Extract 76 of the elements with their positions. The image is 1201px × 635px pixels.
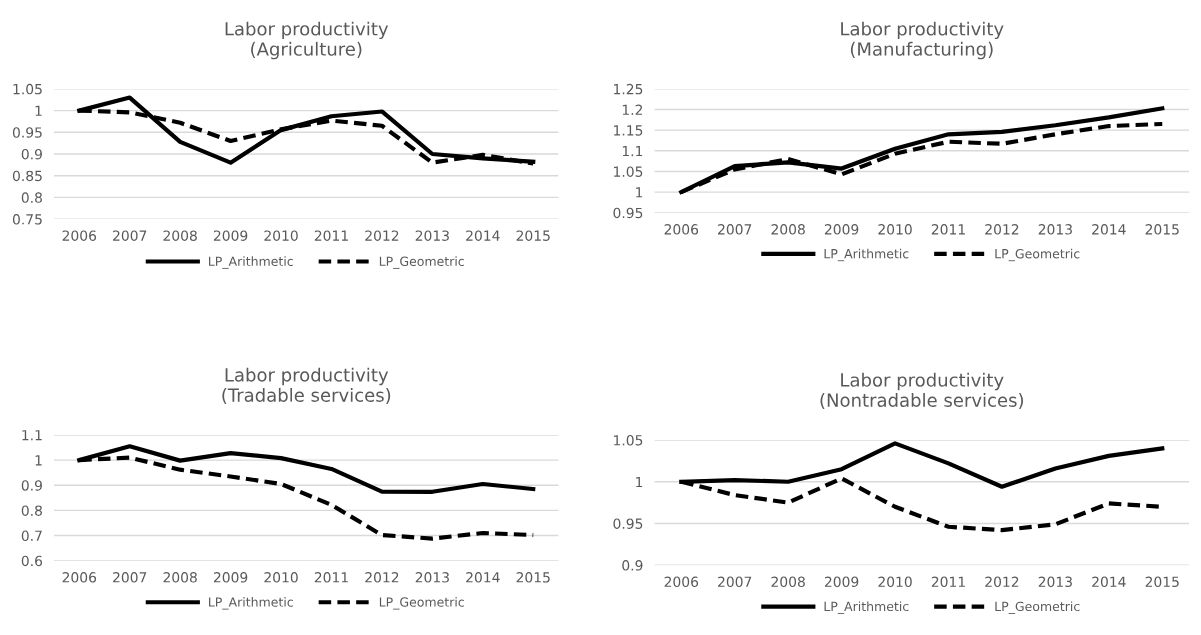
y-tick-label: 1 xyxy=(35,455,42,466)
y-tick-label: 0.9 xyxy=(21,148,42,160)
legend-label: LP_Geometric xyxy=(995,248,1080,262)
legend-label: LP_Geometric xyxy=(379,597,464,610)
x-tick-label: 2015 xyxy=(1145,576,1179,588)
legend-label: LP_Arithmetic xyxy=(824,601,909,614)
x-tick-label: 2006 xyxy=(62,230,97,241)
x-tick-label: 2015 xyxy=(516,230,550,241)
legend-label: LP_Geometric xyxy=(995,601,1080,614)
x-tick-label: 2010 xyxy=(878,576,912,588)
x-tick-label: 2008 xyxy=(771,576,805,588)
x-tick-label: 2010 xyxy=(264,572,298,583)
y-tick-label: 0.8 xyxy=(21,192,42,203)
chart-title: Labor productivity (Agriculture) xyxy=(225,21,389,60)
x-tick-label: 2014 xyxy=(466,572,500,583)
x-tick-label: 2013 xyxy=(1038,576,1072,588)
y-tick-label: 0.9 xyxy=(622,560,643,571)
x-tick-label: 2012 xyxy=(985,224,1019,235)
x-tick-label: 2010 xyxy=(878,224,912,235)
x-tick-label: 2013 xyxy=(415,230,449,241)
x-tick-label: 2009 xyxy=(213,572,248,583)
y-tick-label: 0.85 xyxy=(12,170,42,182)
x-tick-label: 2014 xyxy=(1092,224,1126,235)
y-tick-label: 0.9 xyxy=(21,480,42,491)
x-tick-label: 2007 xyxy=(113,572,147,583)
y-tick-label: 1 xyxy=(35,105,42,116)
x-tick-label: 2014 xyxy=(466,230,500,241)
y-tick-label: 1.25 xyxy=(614,83,643,95)
legend-label: LP_Arithmetic xyxy=(209,256,293,269)
y-tick-label: 0.95 xyxy=(12,127,42,138)
x-tick-label: 2007 xyxy=(113,230,147,241)
x-tick-label: 2012 xyxy=(985,576,1019,588)
y-tick-label: 1.1 xyxy=(622,145,643,157)
chart-title: Labor productivity (Nontradable services) xyxy=(820,372,1024,410)
x-tick-label: 2008 xyxy=(163,230,197,241)
x-tick-label: 2011 xyxy=(314,572,348,583)
y-tick-label: 0.95 xyxy=(613,518,643,529)
y-tick-label: 0.95 xyxy=(613,207,643,219)
x-tick-label: 2011 xyxy=(931,224,965,235)
x-tick-label: 2011 xyxy=(931,576,965,588)
y-tick-label: 0.6 xyxy=(21,555,43,567)
y-tick-label: 1.15 xyxy=(614,125,643,136)
x-tick-label: 2006 xyxy=(62,572,97,583)
y-tick-label: 1.05 xyxy=(13,83,42,95)
x-tick-label: 2014 xyxy=(1092,576,1126,588)
legend-label: LP_Arithmetic xyxy=(824,248,909,262)
legend-label: LP_Geometric xyxy=(379,256,464,269)
legend-label: LP_Arithmetic xyxy=(209,597,293,610)
x-tick-label: 2006 xyxy=(664,576,699,588)
x-tick-label: 2015 xyxy=(1145,224,1179,235)
x-tick-label: 2012 xyxy=(365,572,399,583)
x-tick-label: 2008 xyxy=(163,572,197,583)
x-tick-label: 2009 xyxy=(213,230,248,241)
x-tick-label: 2007 xyxy=(718,576,752,588)
x-tick-label: 2009 xyxy=(824,224,859,235)
y-tick-label: 0.8 xyxy=(21,505,42,516)
y-tick-label: 1.05 xyxy=(614,166,643,177)
chart-title: Labor productivity (Tradable services) xyxy=(222,367,391,405)
y-tick-label: 0.7 xyxy=(21,530,42,542)
x-tick-label: 2006 xyxy=(664,224,699,235)
x-tick-label: 2013 xyxy=(415,572,449,583)
x-tick-label: 2008 xyxy=(771,224,805,235)
chart-title: Labor productivity (Manufacturing) xyxy=(841,21,1004,60)
x-tick-label: 2011 xyxy=(314,230,348,241)
x-tick-label: 2013 xyxy=(1038,224,1072,235)
y-tick-label: 1 xyxy=(636,187,643,198)
x-tick-label: 2015 xyxy=(516,572,550,583)
x-tick-label: 2009 xyxy=(824,576,859,588)
y-tick-label: 1 xyxy=(636,476,643,488)
x-tick-label: 2012 xyxy=(365,230,399,241)
x-tick-label: 2007 xyxy=(718,224,752,235)
x-tick-label: 2010 xyxy=(264,230,298,241)
y-tick-label: 1.2 xyxy=(622,104,643,115)
y-tick-label: 0.75 xyxy=(12,214,42,225)
y-tick-label: 1.05 xyxy=(614,435,643,446)
y-tick-label: 1.1 xyxy=(22,430,42,441)
